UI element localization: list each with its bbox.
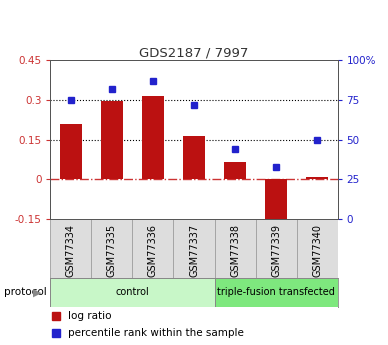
Bar bbox=[142, 96, 164, 179]
Title: GDS2187 / 7997: GDS2187 / 7997 bbox=[139, 46, 249, 59]
Bar bbox=[100, 101, 123, 179]
Text: triple-fusion transfected: triple-fusion transfected bbox=[217, 287, 335, 297]
Bar bbox=[132, 219, 173, 278]
Bar bbox=[60, 124, 82, 179]
Bar bbox=[92, 219, 132, 278]
Text: GSM77335: GSM77335 bbox=[107, 224, 117, 277]
Text: ▶: ▶ bbox=[33, 287, 42, 297]
Bar bbox=[183, 136, 205, 179]
Text: GSM77339: GSM77339 bbox=[271, 224, 281, 277]
Text: percentile rank within the sample: percentile rank within the sample bbox=[68, 328, 244, 338]
Text: GSM77334: GSM77334 bbox=[66, 224, 76, 277]
Text: GSM77338: GSM77338 bbox=[230, 224, 240, 277]
Bar bbox=[265, 179, 287, 231]
Text: protocol: protocol bbox=[4, 287, 47, 297]
Bar bbox=[296, 219, 338, 278]
Bar bbox=[224, 162, 246, 179]
Bar bbox=[215, 219, 256, 278]
Bar bbox=[306, 177, 328, 179]
Text: GSM77340: GSM77340 bbox=[312, 224, 322, 277]
Bar bbox=[215, 278, 338, 307]
Bar bbox=[50, 219, 92, 278]
Text: control: control bbox=[116, 287, 149, 297]
Bar bbox=[256, 219, 296, 278]
Text: GSM77336: GSM77336 bbox=[148, 224, 158, 277]
Text: GSM77337: GSM77337 bbox=[189, 224, 199, 277]
Text: log ratio: log ratio bbox=[68, 311, 111, 321]
Bar bbox=[173, 219, 215, 278]
Bar bbox=[50, 278, 215, 307]
